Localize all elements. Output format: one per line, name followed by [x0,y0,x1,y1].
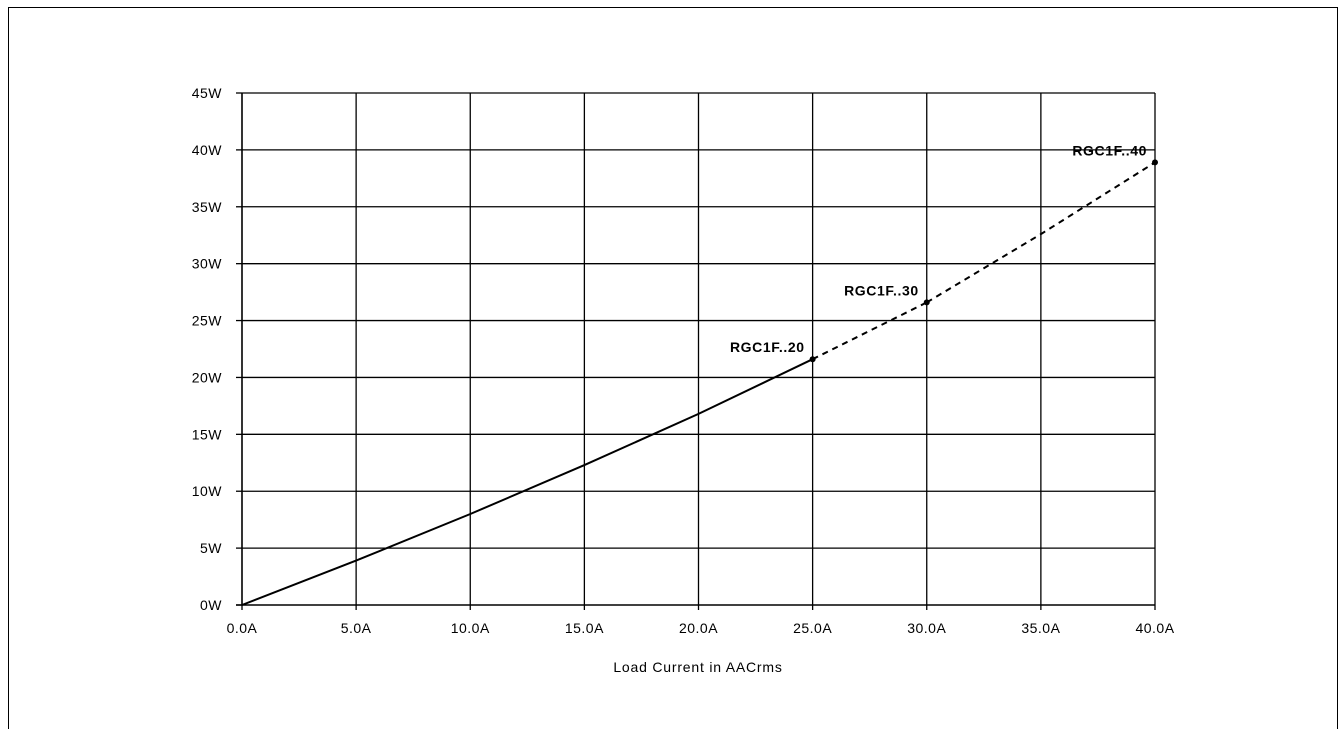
series-line-rgc1f-20 [241,358,814,606]
series-line-rgc1f-40 [926,161,1156,304]
series-label: RGC1F..40 [1072,142,1147,158]
y-tick-label: 30W [192,256,223,272]
x-tick-label: 20.0A [679,620,718,636]
y-tick-label: 40W [192,142,223,158]
series-lines [241,161,1156,606]
x-tick-label: 0.0A [227,620,258,636]
series-label: RGC1F..20 [730,339,805,355]
y-tick-label: 10W [192,483,223,499]
y-tick-label: 35W [192,199,223,215]
x-tick-label: 30.0A [907,620,946,636]
x-tick-label: 35.0A [1021,620,1060,636]
y-tick-label: 0W [200,597,222,613]
x-tick-label: 25.0A [793,620,832,636]
x-tick-label: 5.0A [341,620,372,636]
endpoint-marker [1152,159,1158,166]
x-tick-label: 40.0A [1135,620,1174,636]
x-tick-label: 10.0A [451,620,490,636]
x-tick-label: 15.0A [565,620,604,636]
y-axis-ticks: 0W 5W 10W 15W 20W 25W 30W 35W 40W 45W [192,85,242,613]
series-labels: RGC1F..20 RGC1F..30 RGC1F..40 [730,142,1147,355]
series-endpoints [809,159,1158,363]
grid [242,92,1156,605]
series-line-rgc1f-30 [812,301,928,361]
endpoint-marker [923,299,930,306]
series-label: RGC1F..30 [844,282,919,298]
x-axis-label: Load Current in AACrms [613,659,782,675]
y-tick-label: 25W [192,313,223,329]
y-tick-label: 15W [192,426,223,442]
axes [236,93,1155,606]
endpoint-marker [809,356,816,363]
y-tick-label: 20W [192,369,223,385]
x-axis-ticks: 0.0A 5.0A 10.0A 15.0A 20.0A 25.0A 30.0A 35.0A 40… [227,605,1174,636]
y-tick-label: 45W [192,85,223,101]
y-tick-label: 5W [200,540,222,556]
